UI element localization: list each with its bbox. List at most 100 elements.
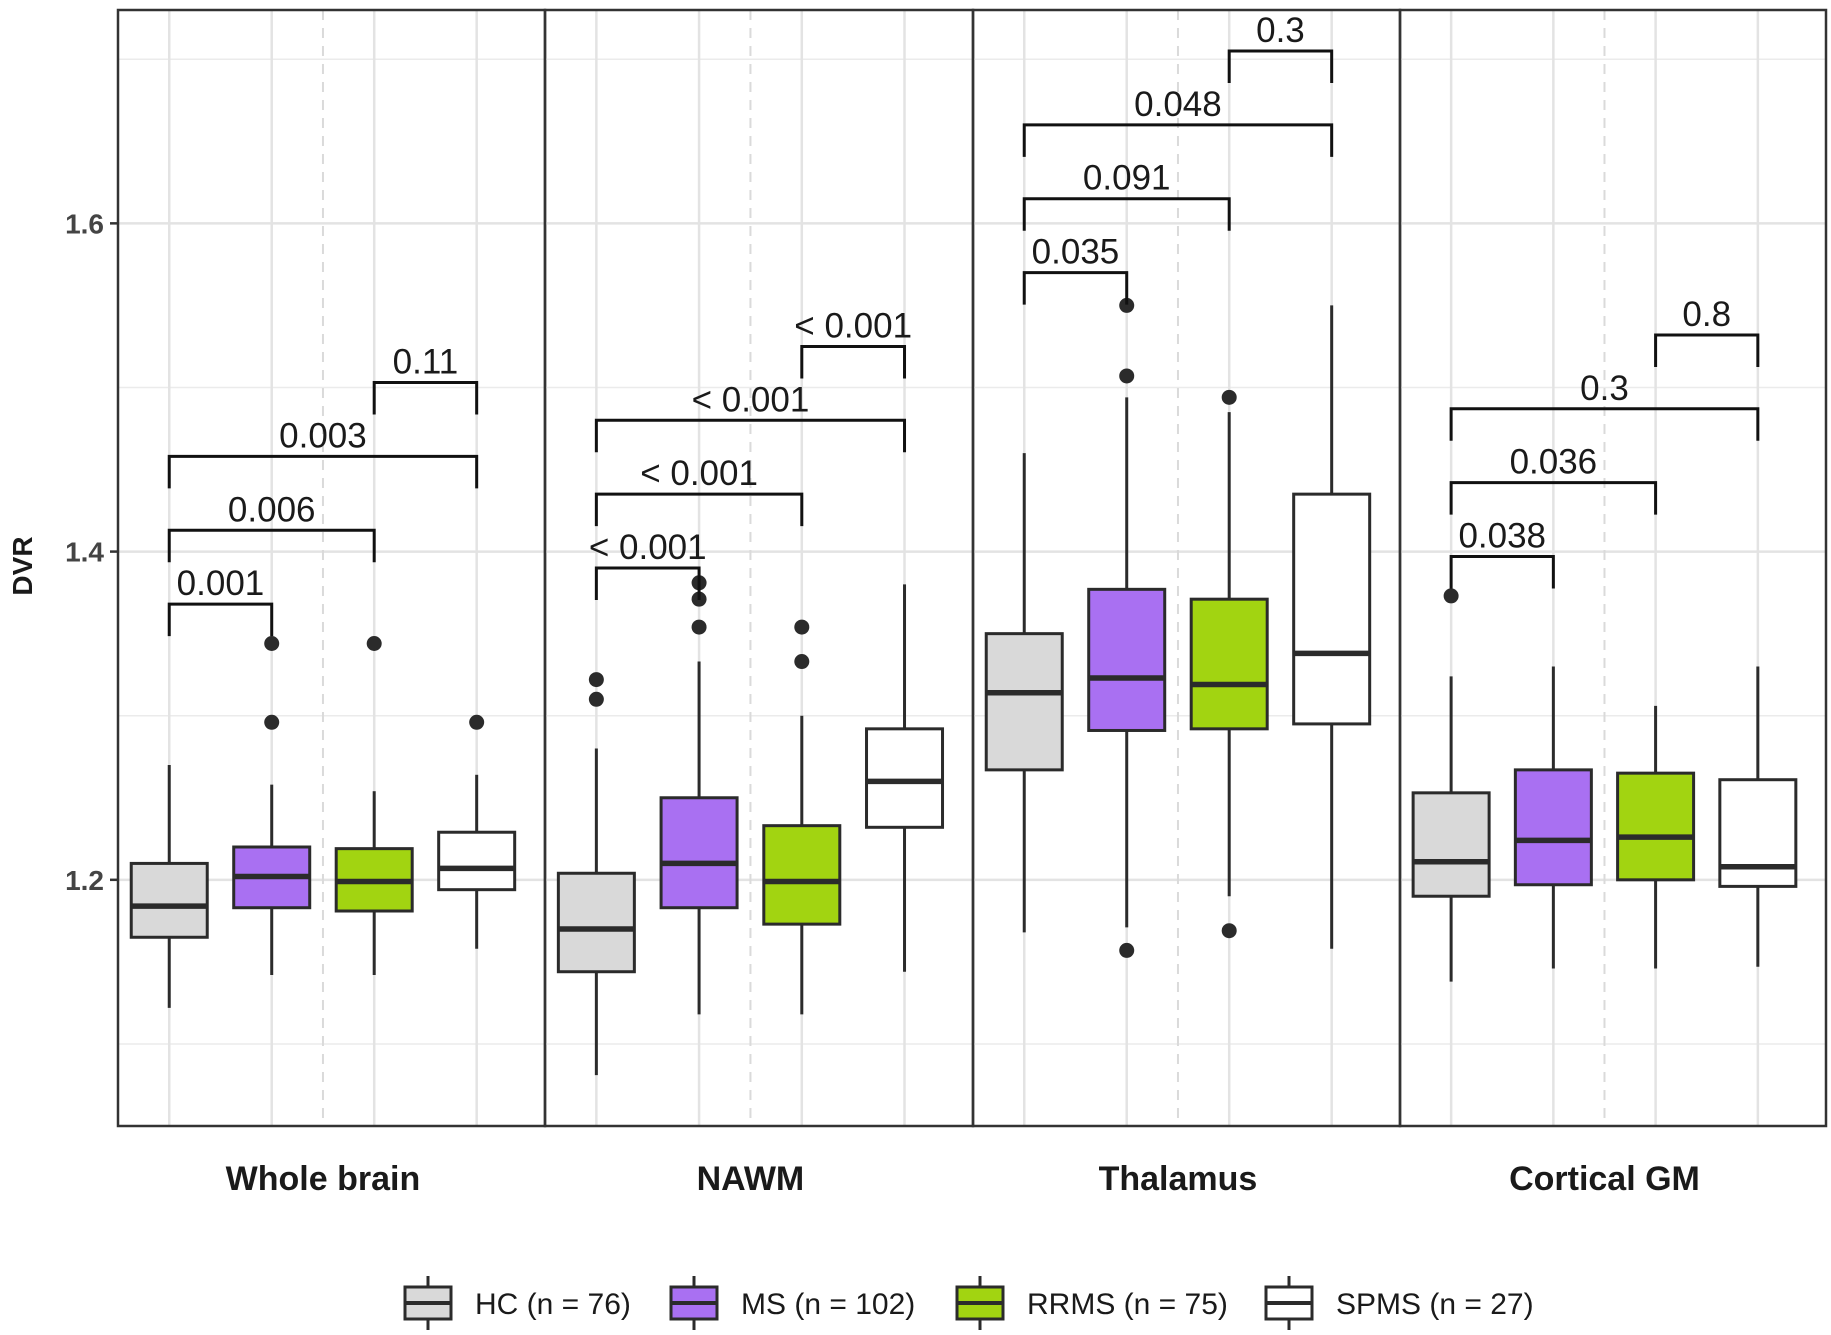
p-value-label: 0.036 [1510,443,1598,482]
bracket-line [1449,481,1658,515]
box-body [1189,597,1269,731]
box-hc [1411,588,1491,982]
outlier-point [1119,942,1135,958]
outlier-point [794,654,810,670]
bracket-line [1022,197,1231,231]
box-hc [129,764,209,1008]
box-body [762,824,842,926]
outlier-point [588,691,604,707]
box-body [1411,791,1491,898]
facet-labels: Whole brain NAWM Thalamus Cortical GM [226,1160,1700,1198]
y-tick-label: 1.6 [65,208,104,239]
p-value-label: 0.11 [393,343,459,382]
legend-label: MS (n = 102) [741,1288,915,1321]
y-tick-label: 1.4 [65,537,104,568]
box-rrms [762,619,842,1015]
bracket-line [1022,123,1334,157]
significance-bracket: 0.091 [1022,159,1231,231]
p-value-label: 0.003 [279,416,367,455]
bracket-line [1449,555,1555,589]
outlier-point [469,714,485,730]
p-value-label: < 0.001 [640,454,758,493]
significance-bracket: 0.048 [1022,85,1334,157]
p-value-label: 0.038 [1458,517,1546,556]
significance-bracket: < 0.001 [794,306,912,379]
box-body [437,830,517,892]
significance-bracket: 0.11 [372,343,479,415]
significance-bracket: 0.038 [1449,517,1555,589]
facet-label: Whole brain [226,1160,421,1198]
box-body [1292,492,1372,726]
legend-item-hc: HC (n = 76) [403,1276,631,1330]
p-value-label: 0.8 [1682,295,1731,334]
significance-bracket: < 0.001 [594,454,804,527]
y-axis: DVR 1.2 1.4 1.6 [7,208,118,896]
bracket-line [594,418,907,453]
legend-item-rrms: RRMS (n = 75) [955,1276,1228,1330]
bracket-line [372,381,479,415]
box-body [129,861,209,939]
p-value-label: < 0.001 [589,528,707,567]
box-body [556,871,636,974]
significance-bracket: 0.3 [1449,369,1760,441]
bracket-line [1449,407,1760,441]
box-body [865,727,945,829]
box-rrms [1616,705,1696,969]
outlier-point [1119,368,1135,384]
bracket-line [167,528,376,563]
legend-label: HC (n = 76) [475,1288,631,1321]
outlier-point [1221,389,1237,405]
facet-label: Thalamus [1099,1160,1258,1198]
p-value-label: 0.048 [1134,85,1222,124]
legend-label: RRMS (n = 75) [1027,1288,1228,1321]
box-spms [437,714,517,949]
facet-label: NAWM [697,1160,805,1198]
outlier-point [794,619,810,635]
outlier-point [1443,588,1459,604]
facet-panel: 0.038 0.036 0.3 0.8 [1398,8,1828,1128]
significance-bracket: < 0.001 [594,380,907,453]
box-body [1718,778,1798,888]
significance-bracket: 0.8 [1654,295,1760,367]
y-tick-label: 1.2 [65,865,104,896]
significance-bracket: 0.3 [1227,11,1334,84]
box-body [659,796,739,910]
significance-bracket: 0.001 [167,564,274,637]
box-body [1087,587,1167,732]
box-body [1616,771,1696,882]
panel-border [1398,8,1828,1128]
outlier-point [264,714,280,730]
significance-bracket: 0.003 [167,416,479,489]
outlier-point [1221,923,1237,939]
p-value-label: 0.3 [1256,11,1305,50]
legend: HC (n = 76) MS (n = 102) RRMS (n = 75) SPMS… [403,1276,1534,1330]
box-body [984,632,1064,772]
outlier-point [691,619,707,635]
outlier-point [1119,297,1135,313]
significance-bracket: < 0.001 [589,528,707,600]
legend-item-spms: SPMS (n = 27) [1264,1276,1534,1330]
facet-panel: < 0.001 < 0.001 < 0.001 < 0.001 [543,8,975,1128]
box-hc [984,453,1064,933]
significance-bracket: 0.006 [167,490,376,563]
outlier-point [264,635,280,651]
facet-label: Cortical GM [1509,1160,1700,1198]
box-ms [232,635,312,976]
box-hc [556,672,636,1076]
box-spms [1718,666,1798,967]
outlier-point [588,672,604,688]
box-spms [1292,305,1372,949]
box-rrms [334,635,414,976]
p-value-label: 0.035 [1032,233,1120,272]
box-rrms [1189,389,1269,939]
p-value-label: 0.006 [228,490,316,529]
box-body [1513,768,1593,887]
bracket-line [167,454,479,489]
bracket-line [1227,49,1334,84]
outlier-point [366,635,382,651]
box-ms [659,575,739,1015]
significance-bracket: 0.036 [1449,443,1658,515]
bracket-line [1022,271,1129,305]
bracket-line [167,602,274,637]
